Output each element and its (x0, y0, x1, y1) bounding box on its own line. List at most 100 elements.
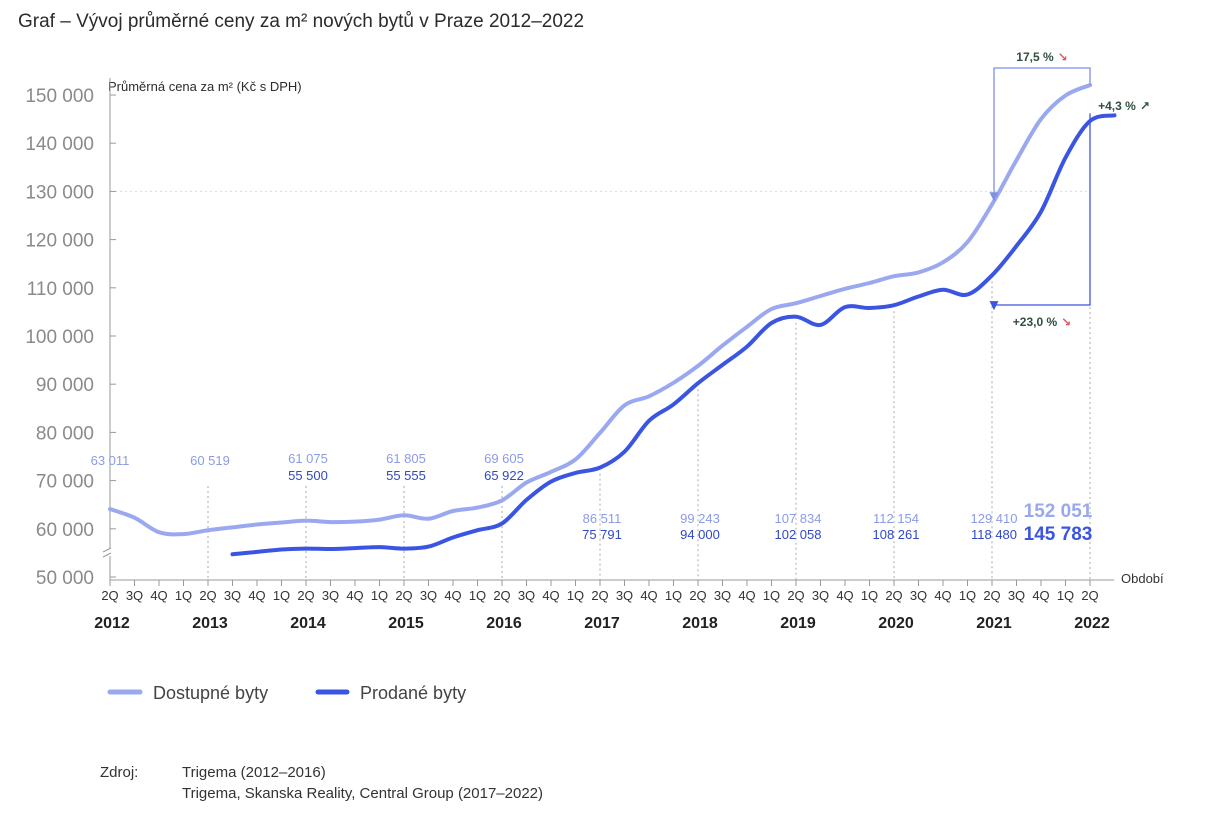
x-tick-label: 1Q (763, 588, 780, 603)
x-tick-label: 4Q (738, 588, 755, 603)
x-tick-label: 3Q (616, 588, 633, 603)
source-line-1: Trigema (2012–2016) (182, 764, 326, 781)
y-tick-label: 70 000 (36, 472, 94, 493)
x-tick-label: 2Q (885, 588, 902, 603)
year-label: 2012 (94, 615, 130, 632)
x-tick-label: 4Q (934, 588, 951, 603)
legend-label-prodane: Prodané byty (360, 683, 466, 703)
data-label-prodane: 94 000 (680, 527, 720, 542)
year-label: 2019 (780, 615, 816, 632)
x-tick-label: 3Q (518, 588, 535, 603)
year-label: 2022 (1074, 615, 1110, 632)
year-label: 2018 (682, 615, 718, 632)
annotation-value: +23,0 % (1013, 315, 1058, 329)
year-label: 2020 (878, 615, 914, 632)
y-tick-label: 150 000 (25, 86, 94, 107)
x-tick-label: 2Q (591, 588, 608, 603)
series-line-dostupne (108, 83, 1092, 537)
data-labels: 63 011 60 519 61 075 55 500 61 805 55 555 69 6… (91, 451, 1093, 545)
annotation-value: +4,3 % (1098, 99, 1136, 113)
year-label: 2015 (388, 615, 424, 632)
x-tick-label: 2Q (493, 588, 510, 603)
axes (102, 78, 1114, 581)
x-tick-label: 4Q (444, 588, 461, 603)
y-tick-label: 100 000 (25, 327, 94, 348)
year-label: 2014 (290, 615, 326, 632)
axis-break-mark (102, 547, 112, 558)
y-tick-label: 80 000 (36, 423, 94, 444)
annotations: 17,5 % ↘+4,3 % ↗+23,0 % ↘ (989, 50, 1150, 329)
x-axis-label: Období (1121, 571, 1164, 586)
bracket-dostupne (989, 67, 1091, 202)
data-label-dostupne: 63 011 (91, 453, 130, 468)
data-label-prodane: 55 500 (288, 468, 328, 483)
x-tick-label: 3Q (224, 588, 241, 603)
y-tick-label: 60 000 (36, 520, 94, 541)
x-tick-label: 2Q (297, 588, 314, 603)
x-tick-label: 1Q (273, 588, 290, 603)
x-tick-label: 1Q (371, 588, 388, 603)
x-tick-label: 3Q (812, 588, 829, 603)
y-tick-label: 120 000 (25, 231, 94, 252)
x-tick-label: 2Q (395, 588, 412, 603)
x-tick-label: 2Q (101, 588, 118, 603)
x-tick-label: 4Q (346, 588, 363, 603)
y-axis-ticks: 150 000 140 000 130 000 120 000 110 000 100 0… (25, 86, 116, 589)
price-chart: Graf – Vývoj průměrné ceny za m² nových … (18, 11, 1164, 703)
x-tick-label: 1Q (959, 588, 976, 603)
x-tick-label: 4Q (640, 588, 657, 603)
drop-lines (207, 127, 1091, 580)
data-label-prodane: 65 922 (484, 468, 524, 483)
x-tick-label: 4Q (150, 588, 167, 603)
x-tick-label: 1Q (175, 588, 192, 603)
x-tick-label: 1Q (861, 588, 878, 603)
data-label-prodane: 108 261 (873, 527, 920, 542)
series-line-prodane (230, 113, 1117, 557)
year-label: 2021 (976, 615, 1012, 632)
x-tick-label: 3Q (126, 588, 143, 603)
x-tick-label: 1Q (665, 588, 682, 603)
data-label-dostupne: 99 243 (680, 511, 720, 526)
x-tick-label: 1Q (1057, 588, 1074, 603)
year-label: 2017 (584, 615, 620, 632)
x-tick-label: 3Q (910, 588, 927, 603)
x-axis-ticks: 2Q 3Q 4Q 1Q 2Q 3Q 4Q 1Q 2Q 3Q 4Q 1Q 2Q 3Q 4Q 1Q 2Q 3Q 4Q 1Q… (101, 580, 1099, 603)
x-tick-label: 4Q (248, 588, 265, 603)
data-label-dostupne: 112 154 (873, 511, 919, 526)
end-label-dostupne: 152 051 (1024, 501, 1093, 522)
legend: Dostupné byty Prodané byty (107, 683, 466, 703)
data-label-dostupne: 129 410 (971, 511, 1018, 526)
x-tick-label: 4Q (542, 588, 559, 603)
year-label: 2013 (192, 615, 228, 632)
y-tick-label: 50 000 (36, 568, 94, 589)
source-label: Zdroj: (100, 764, 139, 781)
x-tick-label: 3Q (1008, 588, 1025, 603)
data-label-dostupne: 69 605 (484, 451, 524, 466)
y-tick-label: 130 000 (25, 182, 94, 203)
data-label-prodane: 118 480 (971, 527, 1017, 542)
x-tick-label: 2Q (199, 588, 216, 603)
chart-title: Graf – Vývoj průměrné ceny za m² nových … (18, 11, 584, 32)
data-label-prodane: 55 555 (386, 468, 426, 483)
end-label-prodane: 145 783 (1024, 524, 1093, 545)
y-axis-label: Průměrná cena za m² (Kč s DPH) (108, 79, 302, 94)
annotation-arrow: ↘ (1061, 315, 1071, 329)
x-tick-label: 2Q (1081, 588, 1098, 603)
annotation-value: 17,5 % (1016, 50, 1054, 64)
x-tick-label: 1Q (469, 588, 486, 603)
annotation-label: +4,3 % ↗ (1098, 99, 1150, 113)
x-tick-label: 2Q (787, 588, 804, 603)
x-tick-label: 1Q (567, 588, 584, 603)
data-label-prodane: 75 791 (582, 527, 622, 542)
source-line-2: Trigema, Skanska Reality, Central Group … (182, 785, 544, 802)
annotation-label: 17,5 % ↘ (1016, 50, 1067, 64)
x-tick-label: 2Q (689, 588, 706, 603)
x-tick-label: 3Q (714, 588, 731, 603)
x-tick-label: 3Q (420, 588, 437, 603)
year-label: 2016 (486, 615, 522, 632)
y-tick-label: 140 000 (25, 134, 94, 155)
data-label-dostupne: 60 519 (190, 453, 230, 468)
data-label-dostupne: 61 805 (386, 451, 426, 466)
y-tick-label: 90 000 (36, 375, 94, 396)
annotation-arrow: ↘ (1058, 50, 1068, 64)
